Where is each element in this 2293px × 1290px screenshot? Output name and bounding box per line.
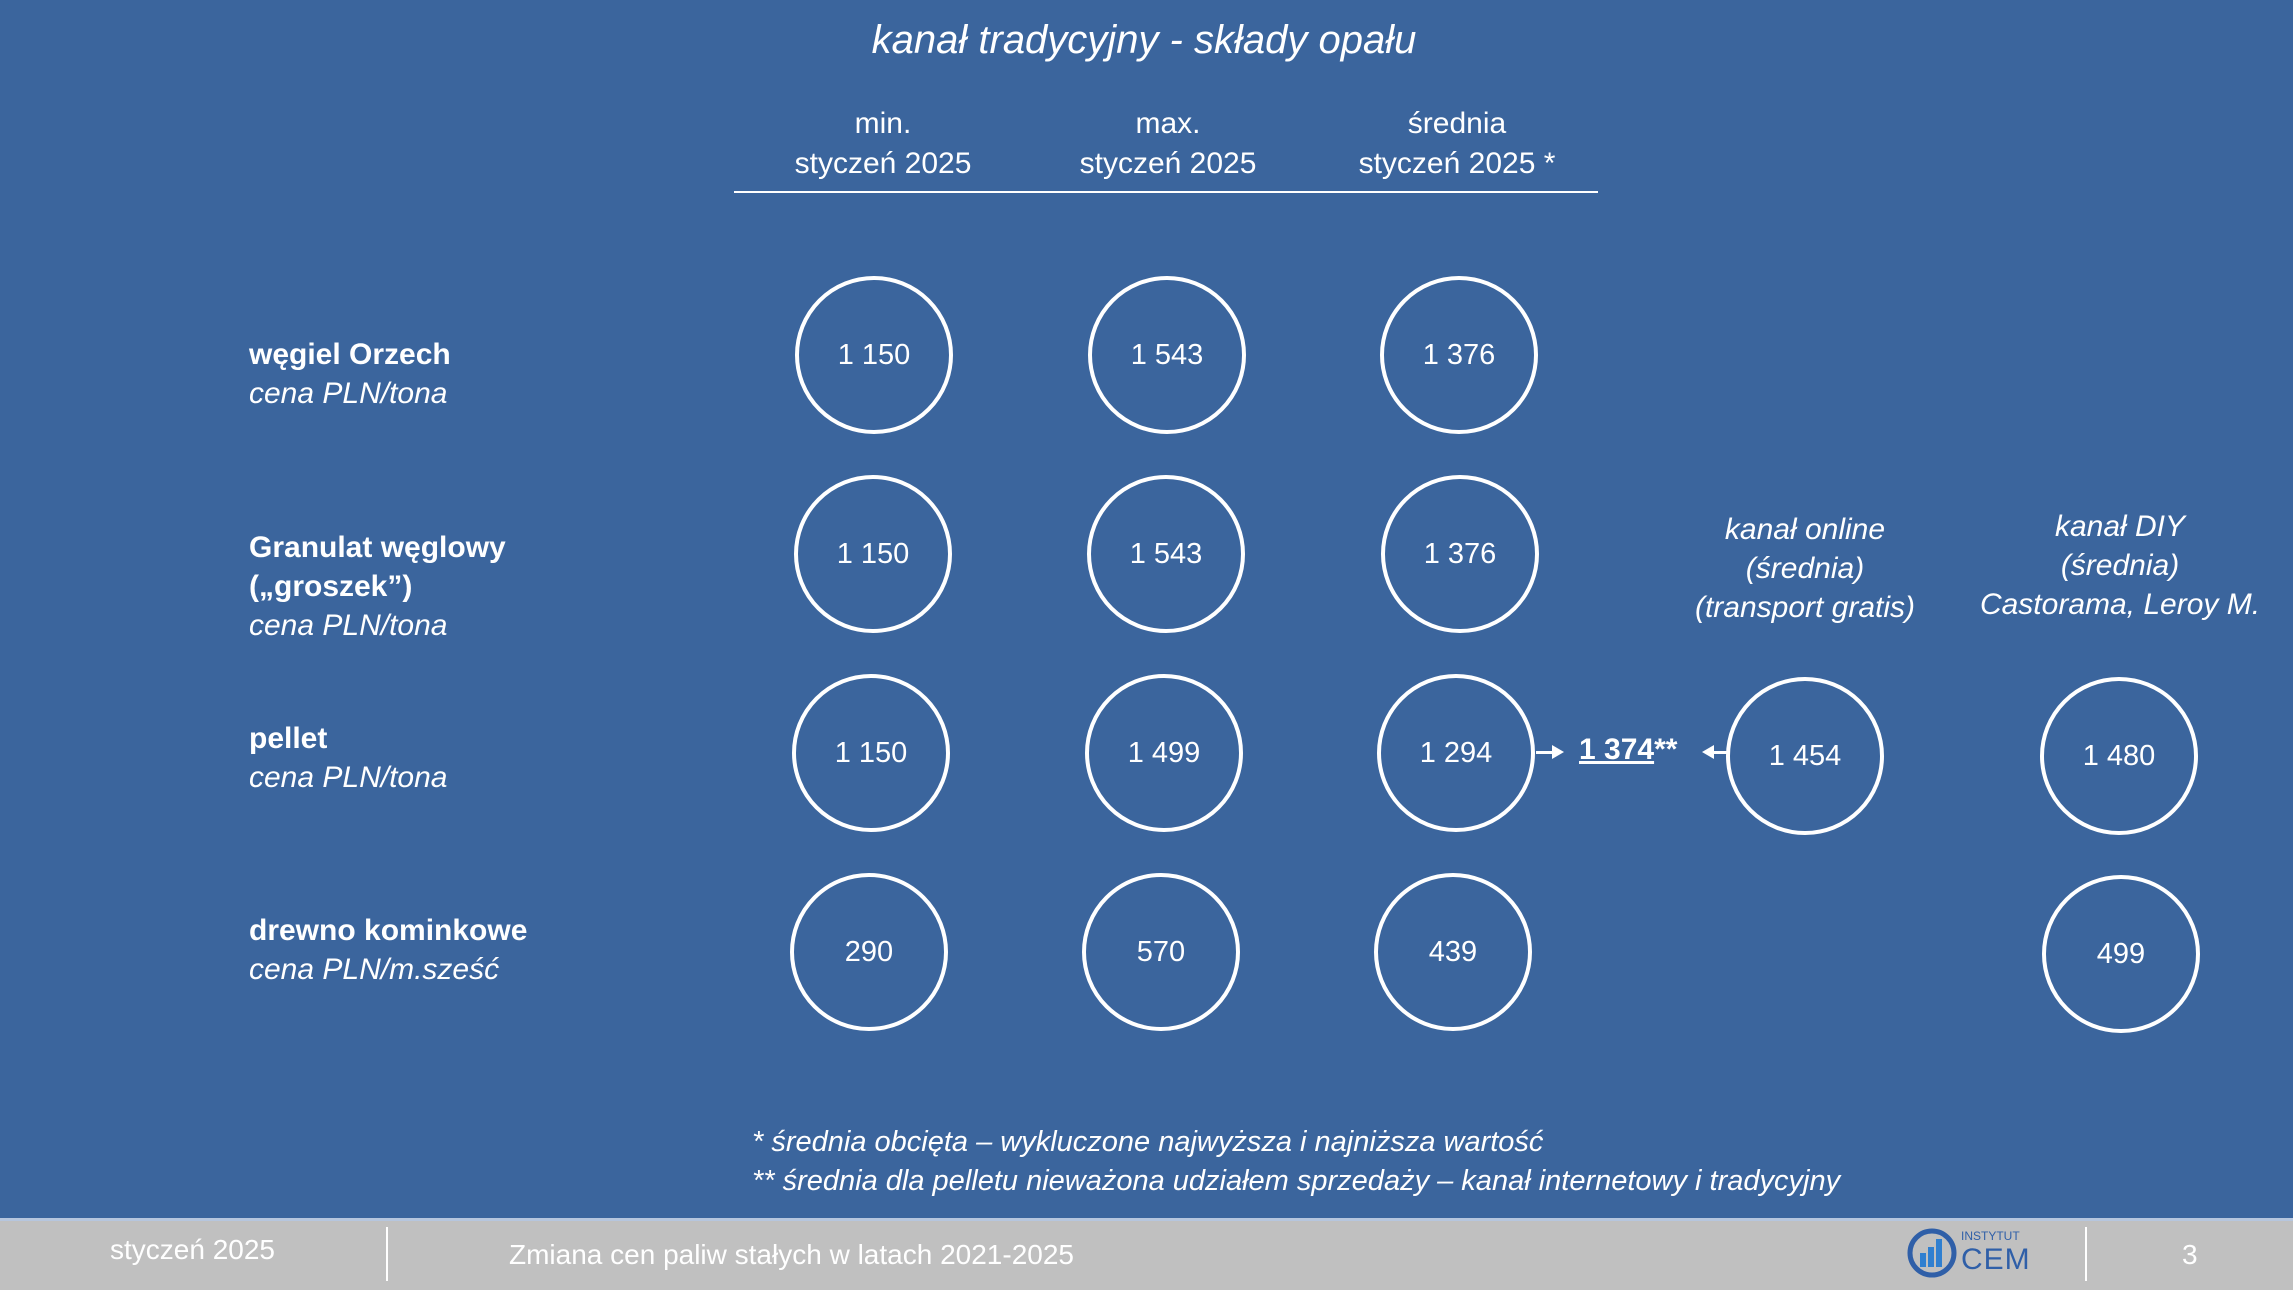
row-name: węgiel Orzech [249, 338, 451, 371]
diy-pellet-circle: 1 480 [2040, 677, 2198, 835]
header-min: min. styczeń 2025 [795, 104, 972, 184]
pellet-average-suffix: ** [1654, 733, 1678, 766]
pellet-average: 1 374** [1579, 733, 1677, 767]
row-label-pellet: pellet cena PLN/tona [249, 719, 447, 797]
arrowhead-right-icon [1552, 745, 1564, 759]
footnote-1: * średnia obcięta – wykluczone najwyższa… [752, 1126, 1544, 1158]
row-name: Granulat węglowy [249, 531, 506, 564]
footer-divider [386, 1227, 388, 1281]
row-unit: cena PLN/m.sześć [249, 953, 500, 986]
arrowhead-left-icon [1702, 745, 1714, 759]
label-line: kanał online [1724, 513, 1886, 546]
row-label-granulat: Granulat węglowy („groszek”) cena PLN/tona [249, 528, 506, 645]
value-circle: 1 150 [795, 276, 953, 434]
header-max: max. styczeń 2025 [1080, 104, 1257, 184]
arrow-right-icon [1536, 751, 1554, 754]
label-line: kanał DIY [2054, 510, 2186, 543]
arrow-left-icon [1713, 751, 1727, 754]
logo-text-cem: CEM [1961, 1243, 2031, 1276]
slide-title: kanał tradycyjny - składy opału [871, 18, 1417, 62]
value-circle: 439 [1374, 873, 1532, 1031]
value-circle: 570 [1082, 873, 1240, 1031]
row-name: drewno kominkowe [249, 914, 528, 947]
value-circle: 1 376 [1381, 475, 1539, 633]
footer-subject: Zmiana cen paliw stałych w latach 2021-2… [509, 1239, 1074, 1270]
online-pellet-circle: 1 454 [1726, 677, 1884, 835]
header-avg: średnia styczeń 2025 * [1359, 104, 1556, 184]
value-circle: 1 294 [1377, 674, 1535, 832]
diy-channel-label: kanał DIY (średnia) Castorama, Leroy M. [1980, 507, 2260, 624]
header-label: min. [854, 107, 912, 140]
value-circle: 1 150 [792, 674, 950, 832]
footnote-2: ** średnia dla pelletu nieważona udziałe… [752, 1165, 1841, 1197]
header-period: styczeń 2025 [794, 147, 972, 180]
row-unit: cena PLN/tona [249, 377, 448, 410]
header-period: styczeń 2025 [1079, 147, 1257, 180]
online-channel-label: kanał online (średnia) (transport gratis) [1695, 510, 1915, 627]
diy-drewno-circle: 499 [2042, 875, 2200, 1033]
footer-divider [2085, 1227, 2087, 1281]
header-label: średnia [1407, 107, 1507, 140]
label-line: (transport gratis) [1694, 591, 1916, 624]
row-unit: cena PLN/tona [249, 609, 448, 642]
label-line: Castorama, Leroy M. [1979, 588, 2261, 621]
header-period: styczeń 2025 * [1358, 147, 1556, 180]
row-name: pellet [249, 722, 328, 755]
value-circle: 1 150 [794, 475, 952, 633]
row-label-wegiel: węgiel Orzech cena PLN/tona [249, 335, 451, 413]
header-divider [734, 191, 1598, 193]
page-number: 3 [2182, 1239, 2198, 1270]
row-name-2: („groszek”) [249, 570, 413, 603]
row-label-drewno: drewno kominkowe cena PLN/m.sześć [249, 911, 527, 989]
label-line: (średnia) [1745, 552, 1865, 585]
logo-chart-icon [1907, 1228, 1957, 1278]
pellet-average-value: 1 374 [1579, 733, 1655, 766]
value-circle: 1 543 [1088, 276, 1246, 434]
label-line: (średnia) [2060, 549, 2180, 582]
footer-date: styczeń 2025 [110, 1234, 275, 1265]
value-circle: 290 [790, 873, 948, 1031]
value-circle: 1 543 [1087, 475, 1245, 633]
cem-logo: INSTYTUT CEM [1906, 1225, 2036, 1283]
value-circle: 1 376 [1380, 276, 1538, 434]
row-unit: cena PLN/tona [249, 761, 448, 794]
value-circle: 1 499 [1085, 674, 1243, 832]
header-label: max. [1135, 107, 1201, 140]
logo-text: INSTYTUT [1961, 1229, 2020, 1243]
